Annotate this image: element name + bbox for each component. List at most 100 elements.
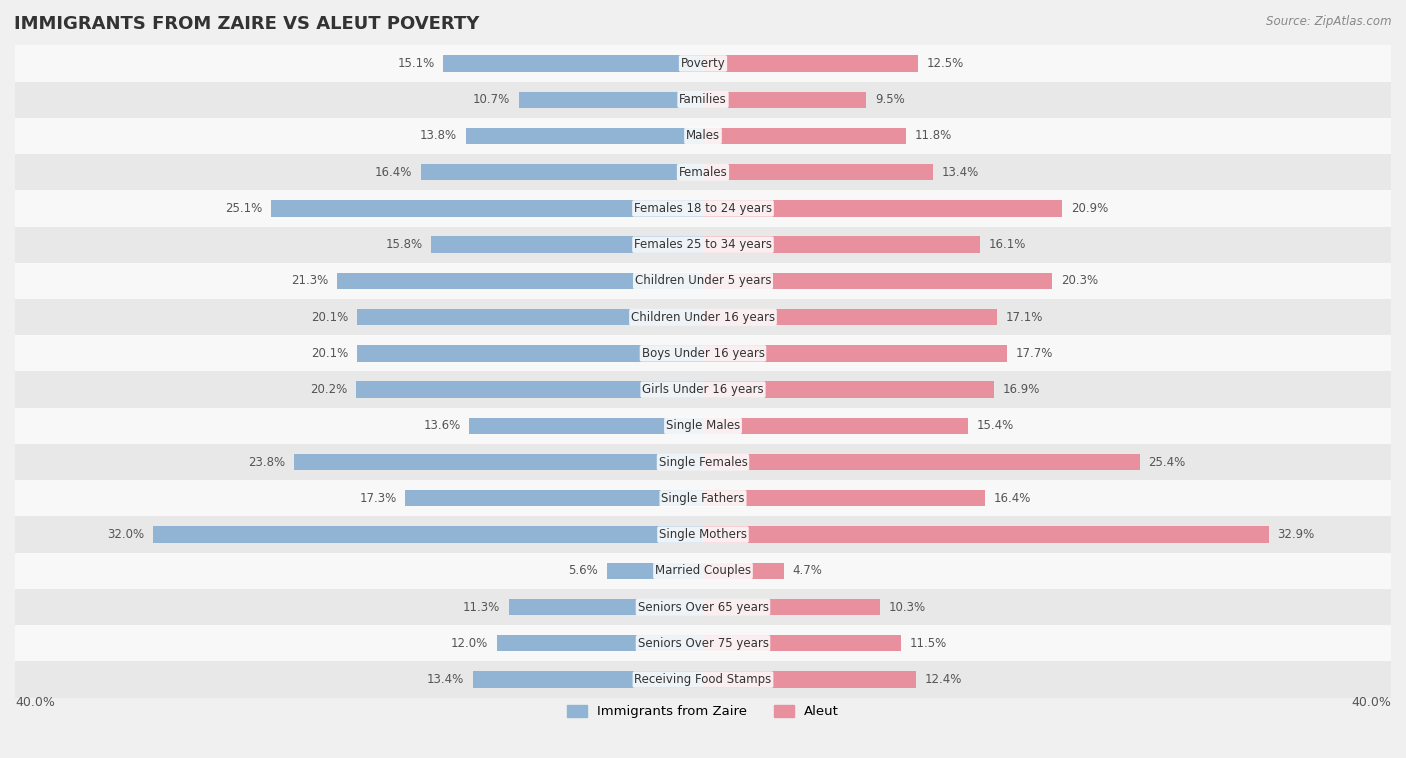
Bar — [703, 273, 1052, 289]
Text: 20.2%: 20.2% — [309, 383, 347, 396]
Bar — [703, 164, 934, 180]
Text: 25.4%: 25.4% — [1149, 456, 1185, 468]
Bar — [15, 82, 1391, 117]
Bar — [357, 309, 703, 325]
Bar — [496, 635, 703, 651]
Text: Females 25 to 34 years: Females 25 to 34 years — [634, 238, 772, 251]
Text: 15.1%: 15.1% — [398, 57, 434, 70]
Text: 17.1%: 17.1% — [1005, 311, 1043, 324]
Text: 32.9%: 32.9% — [1278, 528, 1315, 541]
Bar — [15, 190, 1391, 227]
Bar — [15, 553, 1391, 589]
Bar — [509, 599, 703, 615]
Text: Females: Females — [679, 166, 727, 179]
Text: 10.3%: 10.3% — [889, 600, 927, 613]
Text: 12.5%: 12.5% — [927, 57, 965, 70]
Text: Single Fathers: Single Fathers — [661, 492, 745, 505]
Text: Receiving Food Stamps: Receiving Food Stamps — [634, 673, 772, 686]
Bar — [703, 381, 994, 398]
Bar — [703, 200, 1063, 217]
Text: 13.4%: 13.4% — [942, 166, 980, 179]
Text: 21.3%: 21.3% — [291, 274, 328, 287]
Bar — [703, 55, 918, 71]
Bar — [703, 562, 783, 579]
Text: 5.6%: 5.6% — [568, 564, 598, 578]
Text: 25.1%: 25.1% — [225, 202, 263, 215]
Text: Seniors Over 65 years: Seniors Over 65 years — [637, 600, 769, 613]
Text: 40.0%: 40.0% — [15, 696, 55, 709]
Text: Single Females: Single Females — [658, 456, 748, 468]
Bar — [294, 454, 703, 470]
Text: Males: Males — [686, 130, 720, 143]
Text: 17.7%: 17.7% — [1017, 347, 1053, 360]
Text: 15.4%: 15.4% — [977, 419, 1014, 432]
Text: 16.9%: 16.9% — [1002, 383, 1039, 396]
Text: Children Under 16 years: Children Under 16 years — [631, 311, 775, 324]
Bar — [703, 490, 986, 506]
Text: Females 18 to 24 years: Females 18 to 24 years — [634, 202, 772, 215]
Text: Seniors Over 75 years: Seniors Over 75 years — [637, 637, 769, 650]
Text: 40.0%: 40.0% — [1351, 696, 1391, 709]
Text: 17.3%: 17.3% — [360, 492, 396, 505]
Bar — [336, 273, 703, 289]
Bar — [15, 625, 1391, 662]
Text: 13.6%: 13.6% — [423, 419, 461, 432]
Bar — [470, 418, 703, 434]
Bar — [271, 200, 703, 217]
Text: Boys Under 16 years: Boys Under 16 years — [641, 347, 765, 360]
Bar — [703, 236, 980, 253]
Text: Girls Under 16 years: Girls Under 16 years — [643, 383, 763, 396]
Bar — [519, 92, 703, 108]
Text: 11.5%: 11.5% — [910, 637, 946, 650]
Bar — [357, 345, 703, 362]
Text: 11.3%: 11.3% — [463, 600, 501, 613]
Legend: Immigrants from Zaire, Aleut: Immigrants from Zaire, Aleut — [562, 700, 844, 724]
Text: 10.7%: 10.7% — [472, 93, 510, 106]
Bar — [15, 263, 1391, 299]
Bar — [15, 481, 1391, 516]
Bar — [15, 662, 1391, 697]
Text: 4.7%: 4.7% — [793, 564, 823, 578]
Bar — [15, 408, 1391, 444]
Bar — [15, 589, 1391, 625]
Bar — [703, 128, 905, 144]
Bar — [703, 635, 901, 651]
Text: 20.1%: 20.1% — [312, 311, 349, 324]
Text: 32.0%: 32.0% — [107, 528, 143, 541]
Text: 20.9%: 20.9% — [1071, 202, 1108, 215]
Bar — [606, 562, 703, 579]
Bar — [153, 527, 703, 543]
Bar — [356, 381, 703, 398]
Bar — [15, 371, 1391, 408]
Bar — [703, 418, 967, 434]
Bar — [405, 490, 703, 506]
Text: 11.8%: 11.8% — [914, 130, 952, 143]
Text: 16.4%: 16.4% — [375, 166, 412, 179]
Text: Married Couples: Married Couples — [655, 564, 751, 578]
Text: 16.1%: 16.1% — [988, 238, 1026, 251]
Bar — [703, 527, 1268, 543]
Bar — [703, 345, 1008, 362]
Bar — [432, 236, 703, 253]
Bar — [465, 128, 703, 144]
Bar — [472, 672, 703, 688]
Bar — [703, 454, 1140, 470]
Text: 20.3%: 20.3% — [1060, 274, 1098, 287]
Text: 9.5%: 9.5% — [875, 93, 904, 106]
Bar — [15, 227, 1391, 263]
Bar — [703, 309, 997, 325]
Text: Children Under 5 years: Children Under 5 years — [634, 274, 772, 287]
Text: Single Mothers: Single Mothers — [659, 528, 747, 541]
Text: Families: Families — [679, 93, 727, 106]
Bar — [703, 599, 880, 615]
Bar — [703, 672, 917, 688]
Text: 12.4%: 12.4% — [925, 673, 962, 686]
Bar — [15, 45, 1391, 82]
Text: Single Males: Single Males — [666, 419, 740, 432]
Text: 12.0%: 12.0% — [451, 637, 488, 650]
Bar — [15, 516, 1391, 553]
Text: Source: ZipAtlas.com: Source: ZipAtlas.com — [1267, 15, 1392, 28]
Text: 23.8%: 23.8% — [247, 456, 285, 468]
Bar — [15, 299, 1391, 335]
Text: 20.1%: 20.1% — [312, 347, 349, 360]
